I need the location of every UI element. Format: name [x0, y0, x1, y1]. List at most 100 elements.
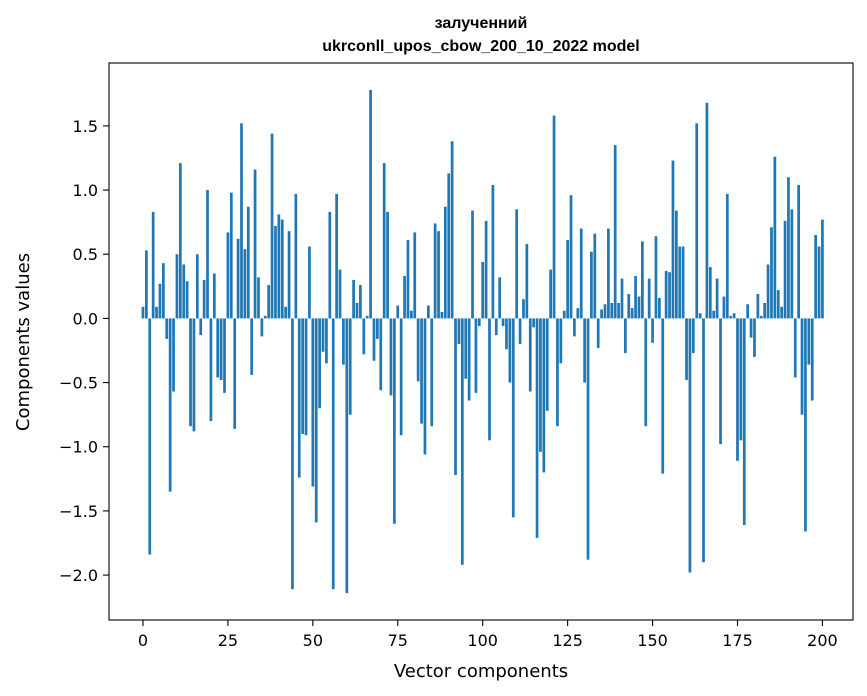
- bar: [821, 219, 824, 319]
- bar: [613, 145, 617, 319]
- bar: [382, 163, 386, 319]
- bar: [369, 89, 372, 319]
- bar: [342, 318, 345, 365]
- bar: [348, 318, 352, 415]
- bar: [773, 156, 777, 319]
- y-axis: −2.0 −1.5 −1.0 −0.5 0.0 0.5 1.0 1.5: [59, 117, 109, 585]
- bar: [790, 209, 794, 319]
- bar: [454, 318, 457, 475]
- bar: [634, 276, 637, 319]
- bar: [651, 318, 654, 343]
- bar: [814, 234, 817, 319]
- bar: [365, 315, 369, 319]
- chart-title-line1: залученний: [435, 15, 528, 32]
- bar: [522, 299, 525, 319]
- bar: [658, 297, 661, 319]
- x-axis: 0 25 50 75 100 125 150 175 200: [138, 620, 838, 650]
- bar: [423, 318, 427, 455]
- bar: [715, 278, 719, 319]
- bar: [416, 318, 420, 382]
- bar: [702, 318, 705, 563]
- bar: [209, 318, 213, 422]
- bar: [477, 318, 481, 327]
- x-tick-label: 150: [637, 631, 668, 650]
- bar: [413, 232, 417, 319]
- bar: [590, 251, 593, 319]
- bar: [433, 223, 437, 319]
- bar: [155, 306, 158, 319]
- bar: [376, 318, 379, 339]
- bar: [280, 219, 284, 319]
- bar: [236, 238, 240, 319]
- bar: [182, 264, 186, 319]
- bar: [393, 318, 396, 524]
- bar: [644, 318, 648, 427]
- bar: [216, 318, 220, 378]
- bar: [787, 177, 790, 319]
- y-tick-label: 0.0: [73, 309, 98, 328]
- bar: [195, 254, 199, 319]
- bar: [284, 306, 288, 319]
- bar: [501, 318, 505, 327]
- bar: [162, 263, 165, 319]
- bar: [511, 318, 515, 518]
- bar: [681, 246, 685, 319]
- bar: [474, 318, 478, 393]
- bar-series: [141, 89, 824, 594]
- bar: [338, 269, 342, 319]
- bar: [586, 318, 590, 560]
- bar: [389, 318, 393, 396]
- bar: [443, 206, 447, 319]
- bar: [800, 318, 804, 415]
- bar: [535, 318, 539, 538]
- bar: [308, 246, 311, 319]
- bar: [674, 210, 678, 319]
- bar: [297, 318, 301, 478]
- bar: [325, 318, 328, 364]
- y-tick-label: 1.5: [73, 117, 98, 136]
- bar: [603, 304, 607, 319]
- bar: [630, 308, 634, 319]
- bar: [287, 231, 291, 319]
- bar: [753, 318, 756, 357]
- bar: [250, 318, 254, 375]
- y-tick-label: 1.0: [73, 181, 98, 200]
- bar: [807, 318, 811, 365]
- bar: [746, 304, 750, 319]
- bar: [175, 254, 179, 319]
- bar: [437, 231, 440, 319]
- bar: [362, 318, 366, 355]
- bar: [654, 236, 658, 319]
- bar: [797, 184, 800, 319]
- bar: [260, 318, 264, 337]
- bar: [579, 228, 583, 319]
- bar: [627, 294, 631, 319]
- bar: [141, 306, 145, 319]
- bar: [460, 318, 464, 565]
- bar: [202, 279, 206, 319]
- bar: [562, 310, 566, 319]
- bar: [447, 173, 451, 319]
- bar: [219, 318, 223, 380]
- bar: [804, 318, 807, 532]
- bar: [722, 296, 726, 319]
- bar: [481, 261, 485, 319]
- bar: [151, 211, 155, 319]
- bar: [229, 192, 233, 319]
- bar: [607, 228, 610, 319]
- bar: [352, 279, 355, 319]
- bar: [148, 318, 152, 555]
- bar: [426, 305, 430, 319]
- bar: [566, 240, 569, 319]
- bar: [783, 220, 787, 319]
- bar: [464, 318, 468, 379]
- bar: [641, 241, 644, 319]
- bar: [664, 270, 668, 319]
- bar: [817, 246, 821, 319]
- bar: [624, 318, 627, 354]
- bar: [596, 318, 600, 348]
- bar: [243, 249, 247, 319]
- bar: [793, 318, 797, 378]
